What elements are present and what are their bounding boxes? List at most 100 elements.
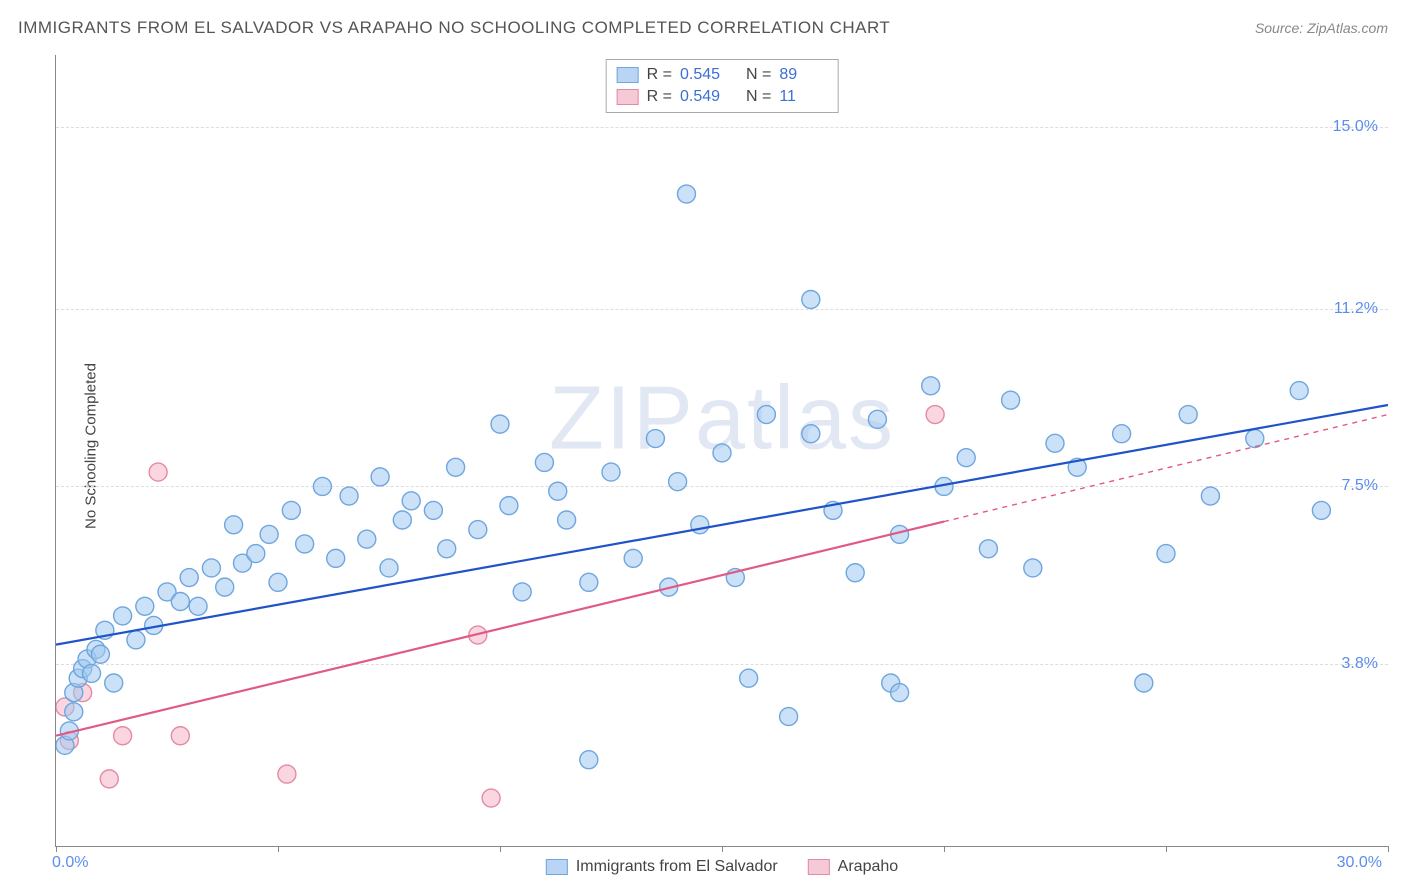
series-a-point	[327, 549, 345, 567]
x-tick-mark	[278, 846, 279, 852]
chart-title: IMMIGRANTS FROM EL SALVADOR VS ARAPAHO N…	[18, 18, 890, 38]
scatter-plot: ZIPatlas 3.8%7.5%11.2%15.0% 0.0% 30.0% R…	[55, 55, 1388, 847]
n-value-b: 11	[779, 88, 827, 106]
series-a-point	[171, 593, 189, 611]
series-a-point	[269, 573, 287, 591]
series-a-point	[669, 473, 687, 491]
series-a-point	[358, 530, 376, 548]
series-b-point	[149, 463, 167, 481]
series-a-point	[1290, 382, 1308, 400]
series-a-point	[340, 487, 358, 505]
series-a-point	[513, 583, 531, 601]
x-tick-mark	[500, 846, 501, 852]
series-legend: Immigrants from El Salvador Arapaho	[546, 858, 898, 876]
series-a-point	[114, 607, 132, 625]
series-a-point	[380, 559, 398, 577]
swatch-a	[546, 859, 568, 875]
series-a-point	[740, 669, 758, 687]
series-a-point	[393, 511, 411, 529]
series-b-point	[926, 406, 944, 424]
series-a-point	[802, 290, 820, 308]
series-a-regression-line	[56, 405, 1388, 645]
x-max-label: 30.0%	[1337, 854, 1382, 872]
x-min-label: 0.0%	[52, 854, 88, 872]
x-tick-mark	[56, 846, 57, 852]
series-a-point	[1246, 430, 1264, 448]
source-value: ZipAtlas.com	[1307, 20, 1388, 36]
series-a-point	[677, 185, 695, 203]
series-b-regression-line	[56, 522, 944, 736]
series-a-point	[313, 477, 331, 495]
swatch-a	[617, 67, 639, 83]
series-a-point	[1046, 434, 1064, 452]
series-a-point	[580, 751, 598, 769]
series-a-point	[1024, 559, 1042, 577]
series-a-point	[646, 430, 664, 448]
series-a-point	[216, 578, 234, 596]
series-a-point	[979, 540, 997, 558]
series-a-point	[469, 521, 487, 539]
r-label: R =	[647, 66, 672, 84]
n-value-a: 89	[779, 66, 827, 84]
r-label: R =	[647, 88, 672, 106]
x-tick-mark	[944, 846, 945, 852]
series-a-point	[491, 415, 509, 433]
legend-item-a: Immigrants from El Salvador	[546, 858, 778, 876]
series-a-point	[558, 511, 576, 529]
series-a-point	[1201, 487, 1219, 505]
plot-svg	[56, 55, 1388, 846]
series-a-point	[189, 597, 207, 615]
series-a-point	[713, 444, 731, 462]
series-b-point	[278, 765, 296, 783]
series-a-point	[202, 559, 220, 577]
series-a-point	[371, 468, 389, 486]
series-a-point	[535, 453, 553, 471]
series-a-point	[691, 516, 709, 534]
r-value-a: 0.545	[680, 66, 728, 84]
series-a-point	[260, 525, 278, 543]
series-a-point	[1312, 501, 1330, 519]
series-a-point	[225, 516, 243, 534]
r-value-b: 0.549	[680, 88, 728, 106]
series-a-point	[83, 664, 101, 682]
series-a-point	[402, 492, 420, 510]
series-b-point	[100, 770, 118, 788]
source-attribution: Source: ZipAtlas.com	[1255, 20, 1388, 36]
series-a-point	[91, 645, 109, 663]
series-a-point	[447, 458, 465, 476]
series-a-point	[1135, 674, 1153, 692]
series-a-point	[602, 463, 620, 481]
series-a-point	[957, 449, 975, 467]
series-a-point	[868, 410, 886, 428]
series-a-point	[424, 501, 442, 519]
series-a-point	[65, 703, 83, 721]
series-a-name: Immigrants from El Salvador	[576, 858, 778, 876]
series-a-point	[780, 708, 798, 726]
swatch-b	[617, 89, 639, 105]
series-a-point	[922, 377, 940, 395]
series-a-point	[296, 535, 314, 553]
series-b-point	[171, 727, 189, 745]
legend-row-a: R = 0.545 N = 89	[617, 64, 828, 86]
legend-row-b: R = 0.549 N = 11	[617, 86, 828, 108]
series-a-point	[282, 501, 300, 519]
series-a-point	[580, 573, 598, 591]
swatch-b	[808, 859, 830, 875]
series-b-point	[482, 789, 500, 807]
series-a-point	[624, 549, 642, 567]
series-a-point	[105, 674, 123, 692]
correlation-legend: R = 0.545 N = 89 R = 0.549 N = 11	[606, 59, 839, 113]
series-a-point	[1113, 425, 1131, 443]
series-a-point	[180, 569, 198, 587]
series-a-point	[757, 406, 775, 424]
series-a-point	[1179, 406, 1197, 424]
series-a-point	[136, 597, 154, 615]
x-tick-mark	[722, 846, 723, 852]
n-label: N =	[746, 66, 771, 84]
series-a-point	[1157, 545, 1175, 563]
x-tick-mark	[1388, 846, 1389, 852]
series-a-point	[438, 540, 456, 558]
legend-item-b: Arapaho	[808, 858, 899, 876]
series-a-point	[500, 497, 518, 515]
n-label: N =	[746, 88, 771, 106]
